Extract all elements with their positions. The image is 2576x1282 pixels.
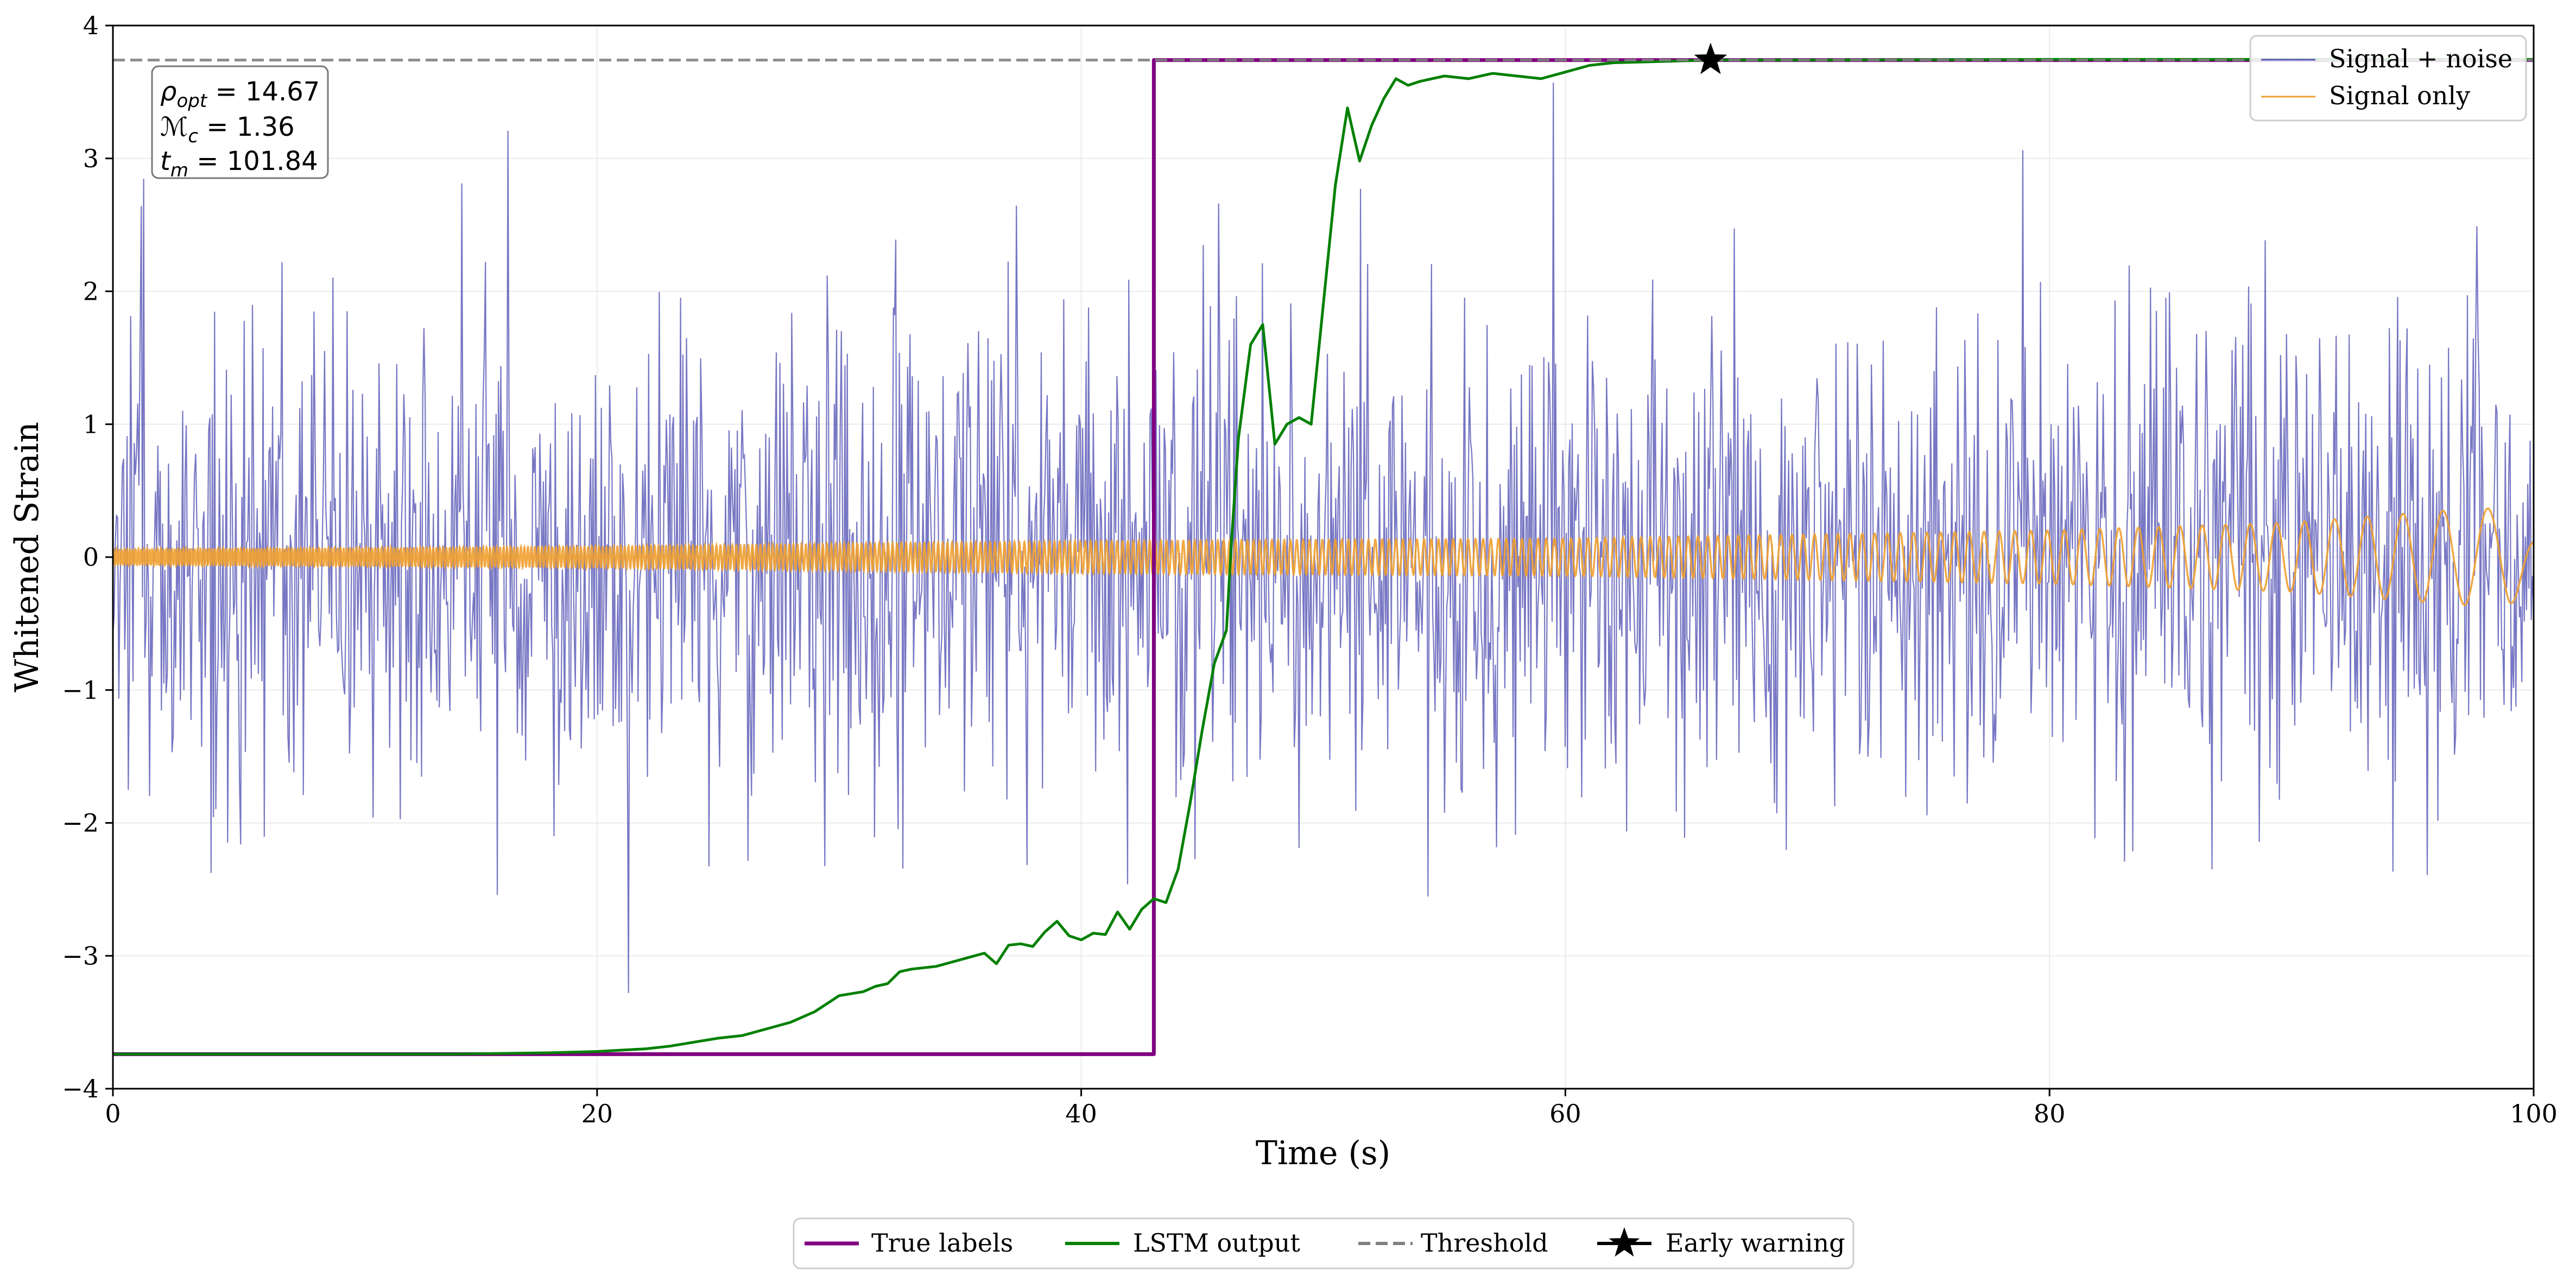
x-tick-label: 80 — [2034, 1099, 2066, 1128]
lstm-output-layer — [113, 58, 2534, 1056]
legend-upper-box — [2249, 35, 2527, 122]
y-tick-label: 0 — [83, 542, 99, 572]
legend-label-early-warning: Early warning — [1666, 1228, 1845, 1258]
signal-only-layer — [113, 507, 2534, 607]
y-tick-label: −4 — [62, 1074, 99, 1103]
legend-lower-box — [793, 1217, 1855, 1270]
annotation-chirp-mass: ℳc = 1.36 — [160, 112, 295, 147]
annotation-rho-opt: ρopt = 14.67 — [160, 77, 320, 112]
x-tick-label: 20 — [581, 1099, 613, 1128]
x-tick-label: 100 — [2510, 1099, 2558, 1128]
x-axis-label: Time (s) — [1256, 1134, 1390, 1172]
early-warning-layer — [1694, 42, 1727, 74]
series-signal-only — [113, 507, 2534, 607]
legend-lower: True labels LSTM output Threshold Early … — [793, 1217, 1855, 1270]
legend-label-lstm-output: LSTM output — [1133, 1228, 1300, 1258]
early-warning-marker — [1694, 42, 1727, 74]
legend-swatch-early-warning-star — [1609, 1227, 1640, 1257]
y-tick-label: −3 — [62, 941, 99, 970]
y-tick-label: 4 — [83, 11, 99, 40]
y-tick-label: −1 — [62, 675, 99, 705]
parameter-annotation: ρopt = 14.67 ℳc = 1.36 tm = 101.84 — [151, 65, 329, 181]
y-tick-label: 2 — [83, 277, 99, 306]
x-tick-label: 40 — [1065, 1099, 1097, 1128]
legend-label-signal-noise: Signal + noise — [2329, 44, 2512, 73]
y-tick-label: 3 — [83, 144, 99, 173]
legend-label-true-labels: True labels — [871, 1228, 1013, 1258]
y-tick-label: 1 — [83, 409, 99, 439]
y-tick-label: −2 — [62, 809, 99, 838]
y-axis-label: Whitened Strain — [8, 422, 46, 692]
legend-label-threshold: Threshold — [1421, 1228, 1548, 1258]
x-axis-ticks: 0 20 40 60 80 100 — [105, 1089, 2558, 1128]
x-tick-label: 60 — [1549, 1099, 1581, 1128]
x-tick-label: 0 — [105, 1099, 121, 1128]
annotation-merger-time: tm = 101.84 — [160, 146, 318, 181]
annotation-box — [151, 65, 329, 179]
legend-upper: Signal + noise Signal only — [2249, 35, 2527, 122]
y-axis-ticks: −4 −3 −2 −1 0 1 2 3 4 — [62, 11, 113, 1103]
legend-label-signal-only: Signal only — [2329, 81, 2470, 110]
series-lstm-output — [113, 58, 2534, 1056]
